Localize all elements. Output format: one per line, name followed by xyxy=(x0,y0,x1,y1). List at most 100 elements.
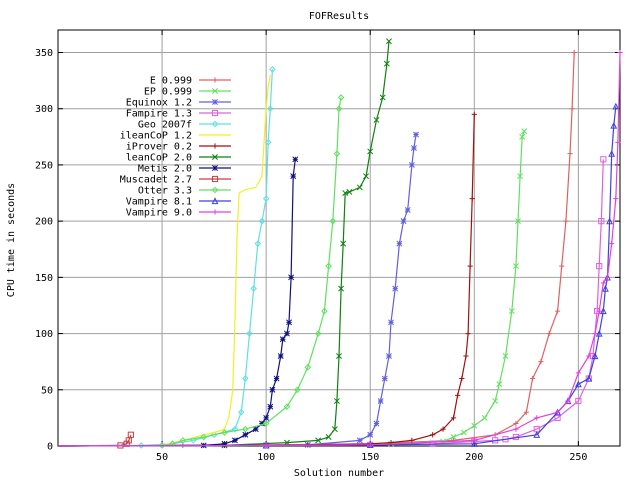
y-tick-label: 350 xyxy=(35,48,53,59)
series-point xyxy=(513,426,519,432)
series-point xyxy=(284,439,290,446)
legend-label: iProver 0.2 xyxy=(126,142,192,153)
legend-label: E 0.999 xyxy=(150,76,192,87)
series-point xyxy=(288,274,295,281)
y-tick-label: 100 xyxy=(35,329,53,340)
series-point xyxy=(262,420,270,427)
series-point xyxy=(338,285,345,292)
x-tick-label: 250 xyxy=(569,452,587,463)
series-group xyxy=(57,49,623,449)
series-point xyxy=(246,330,253,337)
series-point xyxy=(481,414,488,421)
chart-title: FOFResults xyxy=(309,11,369,22)
series-point xyxy=(517,173,524,180)
series-point xyxy=(383,60,390,67)
series-point xyxy=(554,409,561,415)
series-point xyxy=(158,442,166,449)
series-point xyxy=(137,442,145,449)
y-tick-label: 250 xyxy=(35,160,53,171)
series-line xyxy=(57,69,273,447)
series-point xyxy=(610,121,618,129)
series-point xyxy=(574,380,582,388)
series-point xyxy=(392,285,399,292)
series-point xyxy=(592,330,598,337)
series-point xyxy=(409,437,415,443)
series-point xyxy=(508,308,515,315)
legend-marker xyxy=(212,77,218,83)
series-point xyxy=(279,336,286,343)
series-point xyxy=(231,425,239,433)
series-point xyxy=(221,440,228,447)
series-point xyxy=(554,308,561,314)
series-point xyxy=(286,319,292,326)
grid xyxy=(58,30,620,447)
series-point xyxy=(608,149,616,157)
series-point xyxy=(430,432,436,438)
series-point xyxy=(546,330,552,337)
series-point xyxy=(413,131,419,138)
series-point xyxy=(386,353,392,360)
legend-label: Vampire 9.0 xyxy=(126,208,192,219)
series-point xyxy=(283,403,291,410)
legend-label: Otter 3.3 xyxy=(138,186,192,197)
series-point xyxy=(231,437,238,444)
series-point xyxy=(267,403,274,410)
series-point xyxy=(492,398,499,404)
series-group xyxy=(57,38,392,449)
series-point xyxy=(367,431,374,438)
series-point xyxy=(613,196,619,202)
y-tick-label: 150 xyxy=(35,273,53,284)
series-point xyxy=(529,375,536,382)
series-point xyxy=(179,437,187,444)
legend-marker xyxy=(212,154,218,160)
legend-label: EP 0.999 xyxy=(144,87,192,98)
series-point xyxy=(450,415,457,421)
series-point xyxy=(250,285,257,292)
series-point xyxy=(363,173,370,180)
series-point xyxy=(602,284,609,292)
x-tick-label: 150 xyxy=(361,452,379,463)
series-point xyxy=(585,374,593,382)
series-point xyxy=(600,280,606,286)
y-tick-label: 0 xyxy=(47,442,53,453)
series-point xyxy=(591,352,599,360)
series-point xyxy=(521,128,528,135)
legend-label: Muscadet 2.7 xyxy=(120,175,192,186)
legend-marker xyxy=(212,99,218,105)
y-tick-label: 50 xyxy=(41,385,53,396)
series-group xyxy=(57,74,271,447)
series-point xyxy=(586,353,592,359)
series-point xyxy=(459,375,465,382)
series-point xyxy=(325,434,332,440)
legend-label: leanCoP 2.0 xyxy=(126,153,192,164)
series-line xyxy=(57,114,475,447)
series-point xyxy=(284,330,290,337)
series-point xyxy=(596,308,602,314)
series-point xyxy=(325,262,332,270)
legend-label: ileanCoP 1.2 xyxy=(120,131,192,142)
series-point xyxy=(258,217,266,225)
series-point xyxy=(396,240,403,247)
legend-marker xyxy=(211,197,219,205)
series-point xyxy=(410,145,417,152)
series-point xyxy=(381,375,388,382)
series-point xyxy=(604,274,611,280)
series-point xyxy=(515,218,521,225)
series-point xyxy=(336,353,342,360)
series-point xyxy=(200,433,208,441)
legend-marker xyxy=(211,175,219,183)
series-line xyxy=(57,134,417,447)
axis-ticks: 50 100 150 200 250 0 50 100 150 200 250 300 350 xyxy=(35,30,620,463)
series-point xyxy=(314,330,322,337)
series-point xyxy=(169,440,176,448)
series-point xyxy=(559,263,565,269)
x-axis-label: Solution number xyxy=(294,468,384,479)
series-point xyxy=(242,425,249,433)
series-point xyxy=(599,307,607,315)
series-point xyxy=(331,426,338,433)
series-point xyxy=(513,420,519,427)
series-group xyxy=(57,156,299,449)
series-point xyxy=(533,431,541,438)
series-point xyxy=(519,133,526,140)
